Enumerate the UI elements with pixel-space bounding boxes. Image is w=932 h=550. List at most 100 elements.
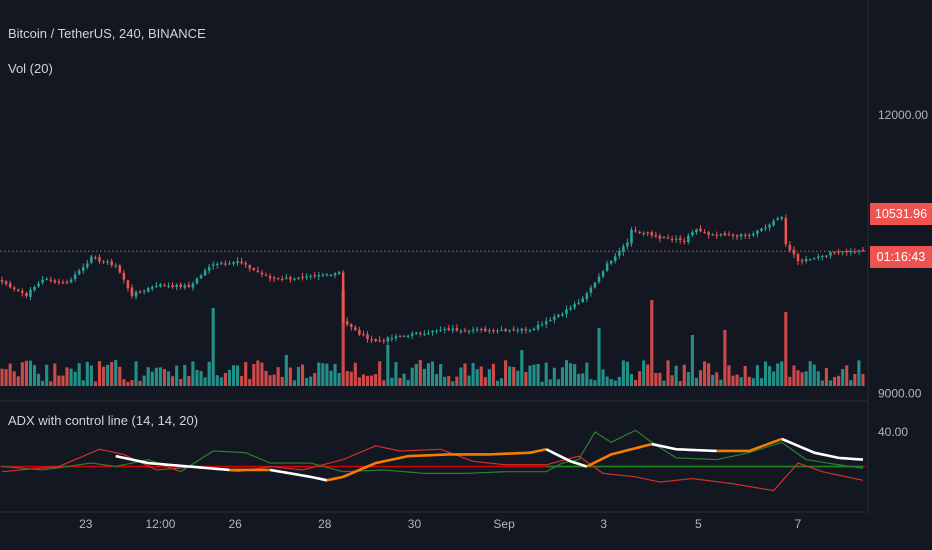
volume-bar (146, 367, 150, 386)
volume-bar (203, 377, 207, 386)
volume-bar (560, 367, 565, 386)
volume-legend[interactable]: Vol (20) (8, 61, 53, 76)
candle-body (305, 276, 308, 278)
candle-body (61, 282, 65, 284)
volume-bar (654, 373, 658, 386)
candle-body (488, 330, 491, 332)
volume-bar (845, 365, 849, 386)
volume-bar (443, 376, 447, 386)
volume-bar (398, 377, 402, 386)
candle-body (12, 287, 16, 290)
candle-body (484, 328, 487, 332)
volume-bar (832, 377, 837, 386)
volume-bar (122, 379, 126, 386)
time-axis-label: Sep (493, 517, 515, 531)
candle-body (151, 286, 154, 289)
volume-bar (386, 345, 390, 386)
volume-bar (585, 362, 589, 386)
volume-group (0, 290, 865, 386)
volume-bar (361, 374, 366, 386)
volume-bar (504, 360, 508, 386)
candle-body (691, 232, 694, 236)
volume-bar (272, 374, 276, 386)
volume-bar (581, 373, 585, 386)
candle-body (768, 224, 771, 228)
volume-bar (223, 372, 227, 386)
time-axis-label: 7 (795, 517, 802, 531)
candle-body (699, 228, 702, 232)
volume-bar (435, 374, 439, 386)
volume-bar (390, 377, 394, 386)
countdown-tag: 01:16:43 (870, 246, 932, 268)
candle-body (748, 234, 751, 236)
candle-body (114, 265, 117, 267)
volume-bar (747, 376, 751, 386)
candle-body (727, 234, 731, 236)
volume-bar (45, 364, 49, 386)
time-axis-label: 30 (408, 517, 422, 531)
candle-body (739, 234, 743, 237)
volume-bar (333, 363, 337, 386)
volume-bar (512, 366, 516, 386)
candle-body (102, 261, 105, 263)
candle-body (203, 270, 207, 276)
volume-bar (678, 381, 682, 386)
volume-bar (650, 300, 654, 386)
volume-bar (849, 380, 853, 386)
volume-bar (552, 367, 556, 386)
adx-line-segment (586, 442, 653, 468)
volume-bar (475, 369, 479, 386)
volume-bar (406, 379, 410, 386)
volume-bar (211, 308, 215, 386)
candle-body (232, 262, 235, 264)
candle-body (447, 328, 451, 331)
volume-bar (134, 361, 138, 386)
candle-body (268, 276, 272, 279)
candle-body (760, 228, 763, 231)
volume-bar (735, 374, 739, 386)
volume-bar (179, 379, 183, 386)
volume-bar (4, 369, 8, 386)
candle-body (171, 285, 174, 287)
volume-bar (808, 361, 812, 386)
volume-bar (743, 365, 747, 386)
candle-body (374, 339, 377, 342)
adx-legend[interactable]: ADX with control line (14, 14, 20) (8, 413, 199, 428)
candle-body (601, 271, 605, 277)
candle-body (195, 278, 199, 284)
volume-bar (73, 371, 77, 386)
volume-bar (528, 365, 532, 386)
volume-bar (394, 362, 398, 386)
candle-body (321, 274, 325, 276)
di-plus-line (1, 429, 864, 474)
volume-bar (329, 370, 333, 386)
volume-bar (0, 368, 4, 386)
volume-bar (723, 330, 727, 386)
candle-body (256, 270, 260, 273)
candle-body (800, 260, 804, 262)
candle-body (549, 319, 552, 321)
volume-bar (589, 379, 593, 386)
candle-body (333, 273, 337, 276)
last-price-tag: 10531.96 (870, 203, 932, 225)
adx-line-segment (326, 447, 547, 482)
candle-body (597, 276, 601, 282)
volume-bar (268, 375, 272, 386)
candle-body (435, 330, 438, 332)
candle-body (630, 229, 633, 244)
volume-bar (138, 380, 142, 386)
volume-bar (85, 361, 89, 386)
time-axis-label: 28 (318, 517, 332, 531)
volume-bar (731, 375, 735, 386)
candle-body (443, 328, 446, 330)
adx-axis-label: 40.00 (878, 425, 908, 439)
candle-body (126, 280, 130, 289)
volume-bar (61, 375, 65, 386)
symbol-legend[interactable]: Bitcoin / TetherUS, 240, BINANCE (8, 26, 206, 41)
volume-bar (300, 364, 305, 386)
volume-bar (715, 372, 719, 386)
volume-bar (768, 366, 772, 386)
candle-body (45, 279, 48, 281)
candle-body (264, 274, 268, 276)
